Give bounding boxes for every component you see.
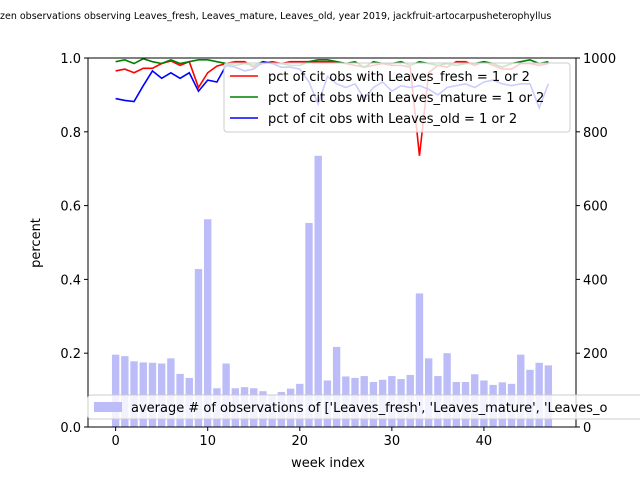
legend-label-fresh: pct of cit obs with Leaves_fresh = 1 or …: [268, 70, 530, 85]
legend-bars-box: [87, 394, 640, 420]
legend-lines: pct of cit obs with Leaves_fresh = 1 or …: [223, 62, 571, 133]
y2-tick-label: 200: [583, 347, 608, 362]
bar: [121, 356, 129, 427]
y2-tick-label: 600: [583, 200, 608, 215]
bar: [443, 353, 451, 427]
bar: [194, 269, 203, 427]
y-tick-label: 0.0: [60, 421, 81, 436]
bar: [167, 358, 175, 427]
y2-tick-label: 800: [583, 126, 608, 141]
legend-label-mature: pct of cit obs with Leaves_mature = 1 or…: [268, 91, 544, 106]
bar: [204, 219, 212, 427]
x-ticks: 0 10 20 30 40: [111, 427, 492, 449]
y-tick-label: 0.2: [60, 347, 81, 362]
legend-label-old: pct of cit obs with Leaves_old = 1 or 2: [268, 112, 517, 127]
y2-tick-label: 1000: [583, 52, 616, 67]
bar: [305, 222, 313, 427]
y-tick-label: 0.4: [60, 273, 81, 288]
y-tick-label: 0.8: [60, 126, 81, 141]
chart-title: zen observations observing Leaves_fresh,…: [0, 11, 551, 22]
x-tick-label: 10: [199, 434, 216, 449]
y-tick-label: 1.0: [60, 52, 81, 67]
y-ticks-left: 0.0 0.2 0.4 0.6 0.8 1.0: [60, 52, 88, 436]
bar: [314, 155, 322, 427]
legend-lines-box: [223, 62, 571, 133]
y-axis-label: percent: [29, 218, 44, 268]
x-axis-label: week index: [291, 456, 365, 471]
x-tick-label: 40: [476, 434, 493, 449]
bars-layer: [111, 155, 553, 427]
legend-swatch-bars: [94, 402, 122, 412]
bar: [424, 358, 433, 427]
legend-label-bars: average # of observations of ['Leaves_fr…: [131, 401, 607, 416]
bar: [111, 354, 120, 427]
legend-bars: average # of observations of ['Leaves_fr…: [87, 394, 640, 420]
bar: [332, 346, 341, 427]
y2-tick-label: 400: [583, 273, 608, 288]
bar: [517, 354, 525, 427]
x-tick-label: 30: [384, 434, 401, 449]
y-ticks-right: 0 200 400 600 800 1000: [576, 52, 616, 436]
y-tick-label: 0.6: [60, 200, 81, 215]
y2-tick-label: 0: [583, 421, 591, 436]
bar: [130, 361, 138, 427]
x-tick-label: 0: [111, 434, 119, 449]
x-tick-label: 20: [292, 434, 309, 449]
plot-frame: [87, 57, 577, 428]
bar: [415, 293, 424, 427]
